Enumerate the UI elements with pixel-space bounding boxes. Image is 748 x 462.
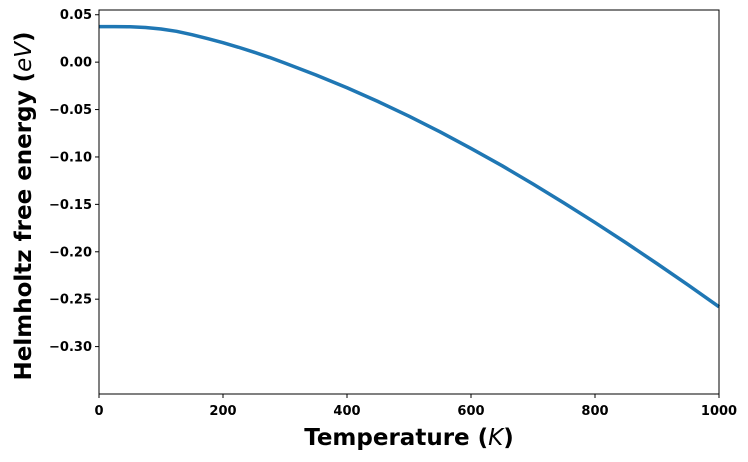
x-tick-label: 400 bbox=[333, 404, 360, 419]
y-axis-label-prefix: Helmholtz free energy ( bbox=[11, 72, 37, 381]
y-tick-label: −0.25 bbox=[49, 293, 92, 308]
x-tick-label: 200 bbox=[209, 404, 236, 419]
x-axis-ticks: 0 200 400 600 800 1000 bbox=[94, 394, 737, 419]
x-axis-label: Temperature (K) bbox=[304, 425, 514, 451]
x-tick-label: 0 bbox=[94, 404, 103, 419]
axes-frame bbox=[98, 9, 720, 395]
y-tick-label: −0.10 bbox=[49, 150, 92, 165]
x-axis-label-unit: K bbox=[488, 425, 505, 451]
y-tick-label: −0.15 bbox=[49, 198, 92, 213]
y-axis-label: Helmholtz free energy (eV) bbox=[11, 32, 37, 381]
y-tick-label: −0.20 bbox=[49, 245, 92, 260]
x-tick-label: 800 bbox=[581, 404, 608, 419]
x-axis-label-prefix: Temperature ( bbox=[304, 425, 488, 451]
y-axis-label-unit: eV bbox=[11, 40, 37, 72]
y-tick-label: 0.05 bbox=[60, 8, 92, 23]
y-tick-label: −0.05 bbox=[49, 103, 92, 118]
y-tick-label: 0.00 bbox=[60, 56, 92, 71]
series-line-0 bbox=[99, 24, 721, 309]
x-axis-label-suffix: ) bbox=[503, 425, 514, 451]
y-tick-label: −0.30 bbox=[49, 340, 92, 355]
x-tick-label: 1000 bbox=[701, 404, 737, 419]
x-tick-label: 600 bbox=[457, 404, 484, 419]
y-axis-label-suffix: ) bbox=[11, 32, 37, 43]
y-axis-ticks: 0.05 0.00 −0.05 −0.10 −0.15 −0.20 −0.25 −0.30 bbox=[49, 8, 99, 355]
plot-area bbox=[99, 24, 721, 309]
